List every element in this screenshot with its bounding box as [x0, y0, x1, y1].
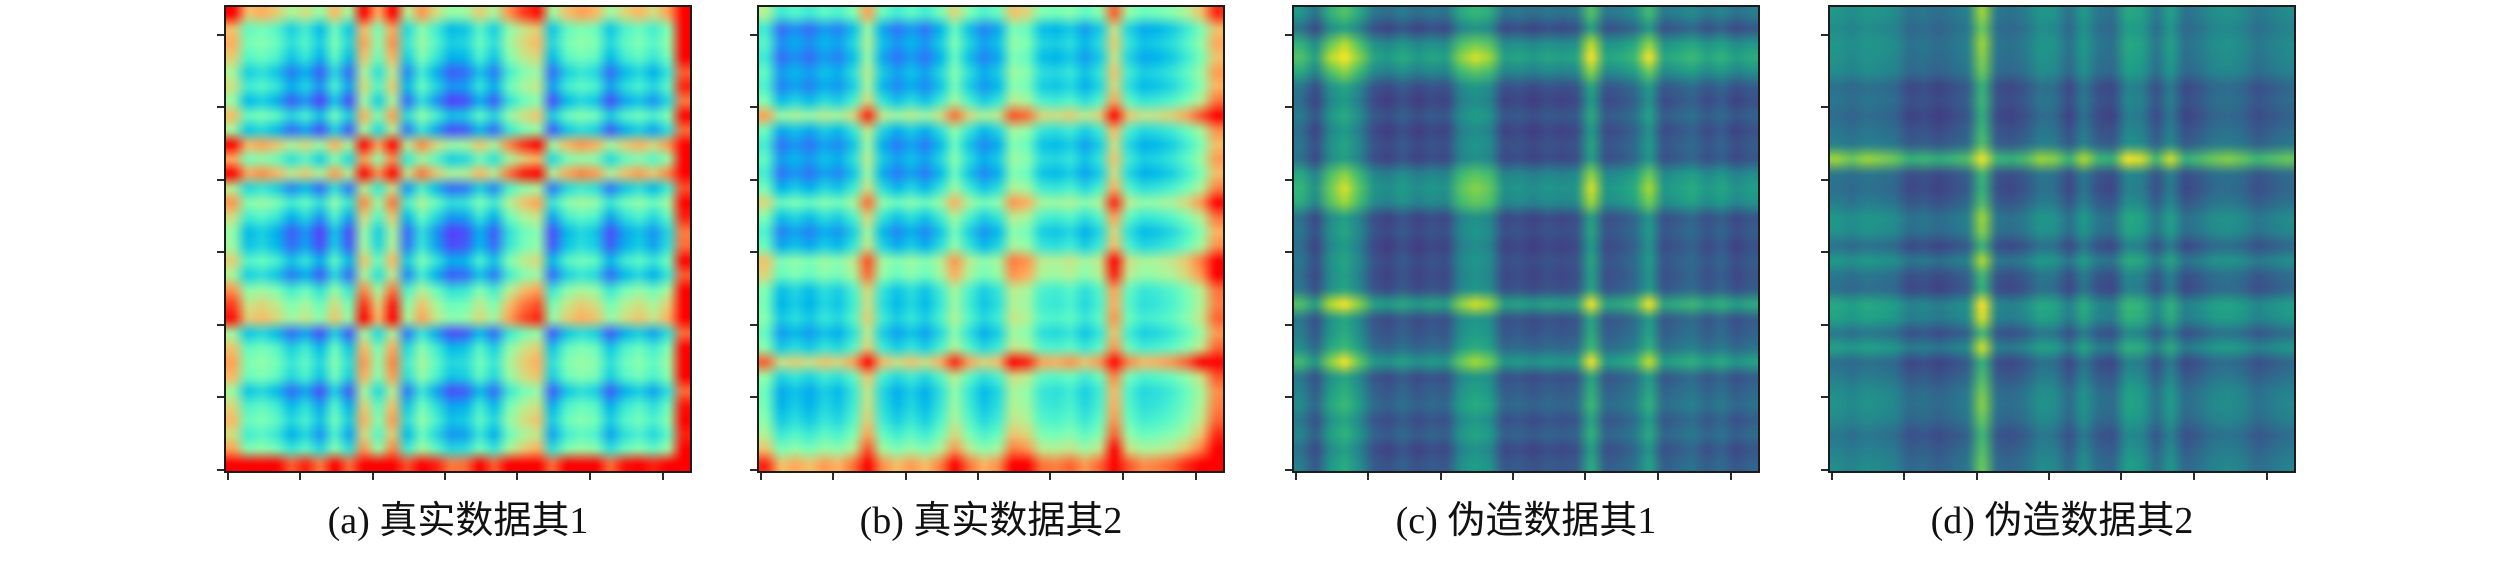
x-axis-tick [1122, 473, 1124, 480]
y-axis-tick [750, 396, 757, 398]
y-axis-tick [1821, 179, 1828, 181]
x-axis-tick [299, 473, 301, 480]
y-axis-tick [750, 324, 757, 326]
y-axis-tick [1285, 179, 1292, 181]
x-axis-tick [662, 473, 664, 480]
x-axis-tick [444, 473, 446, 480]
x-axis-tick [905, 473, 907, 480]
y-axis-tick [750, 34, 757, 36]
heatmap-canvas-b [759, 7, 1223, 471]
y-axis-tick [1285, 396, 1292, 398]
y-axis-tick [750, 251, 757, 253]
heatmap-canvas-d [1830, 7, 2294, 471]
x-axis-tick [589, 473, 591, 480]
y-axis-tick [217, 396, 224, 398]
y-axis-tick [217, 251, 224, 253]
y-axis-tick [217, 469, 224, 471]
y-axis-tick [1821, 324, 1828, 326]
x-axis-tick [1195, 473, 1197, 480]
y-axis-tick [1285, 469, 1292, 471]
x-axis-tick [1584, 473, 1586, 480]
y-axis-tick [1285, 34, 1292, 36]
y-axis-tick [750, 106, 757, 108]
y-axis-tick [1285, 324, 1292, 326]
x-axis-tick [2048, 473, 2050, 480]
x-axis-tick [1730, 473, 1732, 480]
heatmap-plot-d [1821, 5, 2296, 480]
y-axis-tick [1285, 251, 1292, 253]
panel-caption-b: (b) 真实数据其2 [859, 500, 1123, 542]
y-axis-tick [1821, 34, 1828, 36]
heatmap-plot-b [750, 5, 1225, 480]
heatmap-plot-c [1285, 5, 1760, 480]
x-axis-tick [1367, 473, 1369, 480]
x-axis-tick [1657, 473, 1659, 480]
x-axis-tick [1049, 473, 1051, 480]
x-axis-tick [2120, 473, 2122, 480]
x-axis-tick [2193, 473, 2195, 480]
x-axis-tick [516, 473, 518, 480]
heatmap-canvas-a [226, 7, 690, 471]
panel-caption-c: (c) 伪造数据其1 [1395, 500, 1657, 542]
y-axis-tick [217, 179, 224, 181]
y-axis-tick [217, 106, 224, 108]
x-axis-tick [1440, 473, 1442, 480]
x-axis-tick [977, 473, 979, 480]
heatmap-plot-a [217, 5, 692, 480]
y-axis-tick [1821, 469, 1828, 471]
y-axis-tick [217, 34, 224, 36]
x-axis-tick [1903, 473, 1905, 480]
x-axis-tick [1295, 473, 1297, 480]
x-axis-tick [1512, 473, 1514, 480]
y-axis-tick [750, 469, 757, 471]
y-axis-tick [217, 324, 224, 326]
y-axis-tick [1821, 396, 1828, 398]
panel-caption-d: (d) 伪造数据其2 [1930, 500, 2194, 542]
panel-caption-a: (a) 真实数据其1 [327, 500, 589, 542]
y-axis-tick [750, 179, 757, 181]
x-axis-tick [372, 473, 374, 480]
x-axis-tick [2266, 473, 2268, 480]
heatmap-canvas-c [1294, 7, 1758, 471]
y-axis-tick [1821, 106, 1828, 108]
x-axis-tick [1976, 473, 1978, 480]
y-axis-tick [1285, 106, 1292, 108]
x-axis-tick [227, 473, 229, 480]
x-axis-tick [832, 473, 834, 480]
x-axis-tick [760, 473, 762, 480]
y-axis-tick [1821, 251, 1828, 253]
x-axis-tick [1831, 473, 1833, 480]
